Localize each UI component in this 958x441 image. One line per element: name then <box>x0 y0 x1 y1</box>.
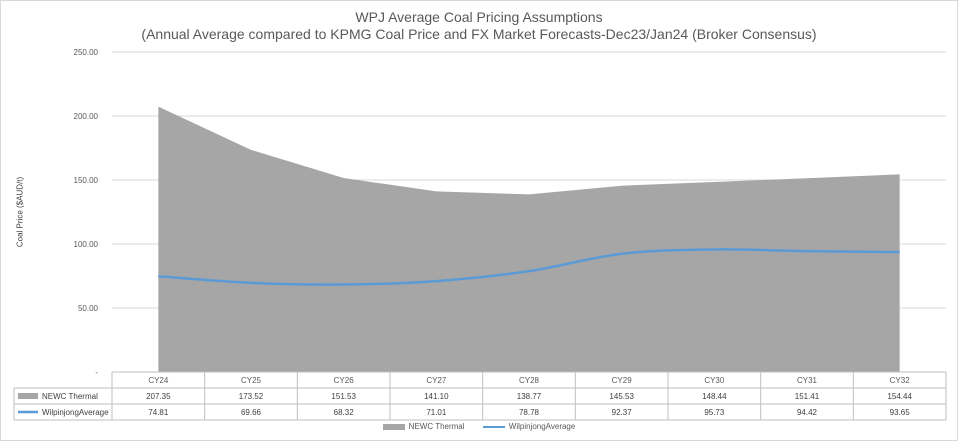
legend-swatch-wilpinjong <box>482 425 505 428</box>
data-label: 145.53 <box>609 392 634 401</box>
data-label: 95.73 <box>704 408 725 417</box>
x-tick-label: CY24 <box>148 376 169 385</box>
data-label: 154.44 <box>887 392 912 401</box>
line-wilpinjong-average <box>158 248 900 286</box>
data-label: 138.77 <box>517 392 542 401</box>
data-label: 94.42 <box>797 408 818 417</box>
y-tick-label: 150.00 <box>74 176 99 185</box>
chart-subtitle: (Annual Average compared to KPMG Coal Pr… <box>141 26 817 42</box>
y-tick-label: 200.00 <box>74 112 99 121</box>
data-label: 207.35 <box>146 392 171 401</box>
legend-label-wilpinjong: WilpinjongAverage <box>508 422 576 431</box>
legend: NEWC Thermal WilpinjongAverage <box>0 422 958 431</box>
x-tick-label: CY29 <box>612 376 633 385</box>
data-label: 74.81 <box>148 408 169 417</box>
table-key-newc-thermal <box>18 393 38 399</box>
data-label: 151.53 <box>331 392 356 401</box>
data-label: 141.10 <box>424 392 449 401</box>
x-tick-label: CY31 <box>797 376 818 385</box>
data-label: 93.65 <box>890 408 911 417</box>
data-label: 92.37 <box>612 408 633 417</box>
legend-swatch-newc <box>382 423 405 430</box>
x-tick-label: CY30 <box>704 376 725 385</box>
x-tick-label: CY28 <box>519 376 540 385</box>
data-label: 78.78 <box>519 408 540 417</box>
legend-label-newc: NEWC Thermal <box>408 422 465 431</box>
y-tick-label: 250.00 <box>74 48 99 57</box>
x-tick-label: CY32 <box>890 376 911 385</box>
data-label: 69.66 <box>241 408 262 417</box>
table-series-name: NEWC Thermal <box>42 392 98 401</box>
data-label: 151.41 <box>795 392 820 401</box>
x-tick-label: CY26 <box>334 376 355 385</box>
x-tick-label: CY25 <box>241 376 262 385</box>
x-tick-label: CY27 <box>426 376 447 385</box>
area-newc-thermal <box>158 106 900 372</box>
legend-item-newc: NEWC Thermal <box>382 422 465 431</box>
data-label: 68.32 <box>334 408 355 417</box>
data-label: 71.01 <box>426 408 447 417</box>
data-label: 173.52 <box>239 392 264 401</box>
y-tick-label: - <box>95 368 98 377</box>
y-tick-label: 50.00 <box>78 304 99 313</box>
data-label: 148.44 <box>702 392 727 401</box>
legend-item-wilpinjong: WilpinjongAverage <box>482 422 576 431</box>
y-tick-label: 100.00 <box>74 240 99 249</box>
table-series-name: WilpinjongAverage <box>42 408 109 417</box>
chart-title: WPJ Average Coal Pricing Assumptions <box>355 9 603 25</box>
